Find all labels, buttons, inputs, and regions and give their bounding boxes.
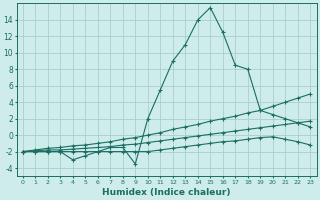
X-axis label: Humidex (Indice chaleur): Humidex (Indice chaleur) xyxy=(102,188,231,197)
